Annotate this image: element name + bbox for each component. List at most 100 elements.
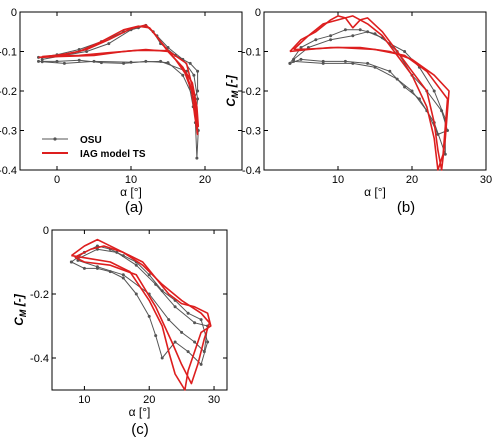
data-point-osu bbox=[121, 273, 125, 277]
data-point-osu bbox=[186, 350, 190, 354]
data-point-osu bbox=[432, 89, 436, 93]
data-point-osu bbox=[180, 330, 184, 334]
series-line-osu-0 bbox=[38, 24, 199, 100]
series-line-osu-0 bbox=[289, 29, 446, 155]
data-point-osu bbox=[196, 69, 200, 73]
x-axis-label: α [°] bbox=[364, 185, 386, 199]
x-tick-label: 30 bbox=[480, 174, 492, 186]
data-point-osu bbox=[40, 57, 44, 61]
panel-caption: (c) bbox=[131, 421, 149, 438]
series-line-osu-1 bbox=[77, 248, 209, 353]
x-tick-label: 10 bbox=[125, 174, 137, 186]
data-point-osu bbox=[193, 321, 197, 325]
panel-caption: (b) bbox=[397, 199, 415, 216]
y-axis-label: CM [-] bbox=[224, 74, 240, 106]
y-tick-label: 0 bbox=[43, 225, 49, 237]
y-tick-label: -0.1 bbox=[0, 47, 17, 59]
data-point-osu bbox=[154, 334, 158, 338]
data-point-osu bbox=[147, 273, 151, 277]
series-line-iag-1 bbox=[74, 245, 211, 385]
chart-panel-1: 0 10 20 0 -0.1 -0.2 -0.3 -0.4 CM [-] α [°](a) OSU I… bbox=[0, 7, 243, 216]
data-point-osu bbox=[122, 61, 126, 65]
y-tick-label: -0.2 bbox=[30, 289, 49, 301]
data-point-osu bbox=[85, 50, 89, 53]
series-line-osu-1 bbox=[42, 25, 199, 159]
plot-frame bbox=[51, 229, 228, 391]
data-point-osu bbox=[373, 65, 377, 69]
plot-frame bbox=[19, 11, 243, 171]
data-point-osu bbox=[147, 314, 151, 318]
chart-panel-3: 10 20 30 0 -0.2 -0.4 CM [-] α [°] (c) bbox=[12, 225, 228, 438]
legend-marker-osu bbox=[53, 137, 57, 141]
data-point-osu bbox=[173, 340, 177, 344]
x-tick-label: 10 bbox=[78, 394, 90, 406]
y-tick-label: 0 bbox=[255, 7, 261, 19]
data-point-osu bbox=[351, 61, 355, 65]
data-point-osu bbox=[55, 59, 59, 63]
legend-label-osu: OSU bbox=[80, 135, 102, 146]
data-point-osu bbox=[366, 61, 370, 65]
plot-frame bbox=[263, 11, 487, 171]
y-tick-label: -0.1 bbox=[242, 47, 261, 59]
data-point-osu bbox=[192, 73, 196, 77]
data-point-osu bbox=[69, 260, 73, 264]
y-tick-label: -0.4 bbox=[0, 165, 17, 177]
data-point-osu bbox=[292, 59, 296, 63]
data-point-osu bbox=[329, 38, 333, 42]
data-point-osu bbox=[314, 38, 318, 42]
data-point-osu bbox=[206, 340, 210, 344]
data-point-osu bbox=[82, 266, 86, 270]
data-point-osu bbox=[299, 57, 303, 61]
series-line-iag-0 bbox=[289, 15, 450, 171]
data-point-osu bbox=[62, 61, 66, 65]
data-point-osu bbox=[403, 50, 407, 53]
data-point-osu bbox=[288, 61, 292, 65]
data-point-osu bbox=[181, 73, 185, 77]
data-point-osu bbox=[351, 34, 355, 38]
data-point-osu bbox=[195, 156, 199, 160]
data-point-osu bbox=[329, 34, 333, 38]
series-line-iag-1 bbox=[42, 24, 200, 128]
data-point-osu bbox=[366, 30, 370, 34]
chart-panel-2: 10 20 30 0 -0.1 -0.2 -0.3 -0.4 CM [-] α [°] (b) bbox=[224, 7, 492, 216]
y-tick-label: -0.3 bbox=[0, 126, 17, 138]
series-line-osu-1 bbox=[293, 31, 448, 135]
x-tick-label: 20 bbox=[143, 394, 155, 406]
y-tick-label: -0.3 bbox=[242, 126, 261, 138]
data-point-osu bbox=[186, 311, 190, 315]
y-tick-label: -0.4 bbox=[242, 165, 261, 177]
x-axis-label: α [°] bbox=[129, 405, 151, 419]
data-point-osu bbox=[77, 58, 81, 62]
series-line-iag-1 bbox=[293, 15, 449, 171]
x-tick-label: 30 bbox=[208, 394, 220, 406]
y-axis-label: CM [-] bbox=[12, 293, 28, 325]
data-point-osu bbox=[166, 61, 170, 65]
y-tick-label: -0.2 bbox=[242, 86, 261, 98]
data-point-osu bbox=[388, 69, 392, 73]
data-point-osu bbox=[193, 340, 197, 344]
data-point-osu bbox=[395, 77, 399, 81]
legend-label-iag: IAG model TS bbox=[80, 149, 146, 160]
data-point-osu bbox=[299, 46, 303, 49]
data-point-osu bbox=[199, 318, 203, 322]
data-point-osu bbox=[107, 42, 111, 46]
data-point-osu bbox=[134, 292, 138, 296]
y-tick-label: -0.2 bbox=[0, 86, 17, 98]
series-line-osu-0 bbox=[71, 245, 209, 365]
x-tick-label: 20 bbox=[406, 174, 418, 186]
data-point-osu bbox=[95, 265, 99, 269]
data-point-osu bbox=[410, 89, 414, 93]
data-point-osu bbox=[92, 59, 96, 63]
x-tick-label: 10 bbox=[332, 174, 344, 186]
x-axis-label: α [°] bbox=[120, 185, 142, 199]
legend: OSU IAG model TS bbox=[42, 135, 146, 160]
x-tick-label: 20 bbox=[199, 174, 211, 186]
data-point-osu bbox=[115, 250, 119, 254]
data-point-osu bbox=[196, 97, 200, 101]
data-point-osu bbox=[167, 318, 171, 322]
data-point-osu bbox=[199, 362, 203, 366]
y-tick-label: -0.4 bbox=[30, 353, 49, 365]
data-point-osu bbox=[443, 152, 447, 156]
data-point-osu bbox=[129, 60, 133, 64]
series-line-iag-0 bbox=[70, 238, 212, 391]
